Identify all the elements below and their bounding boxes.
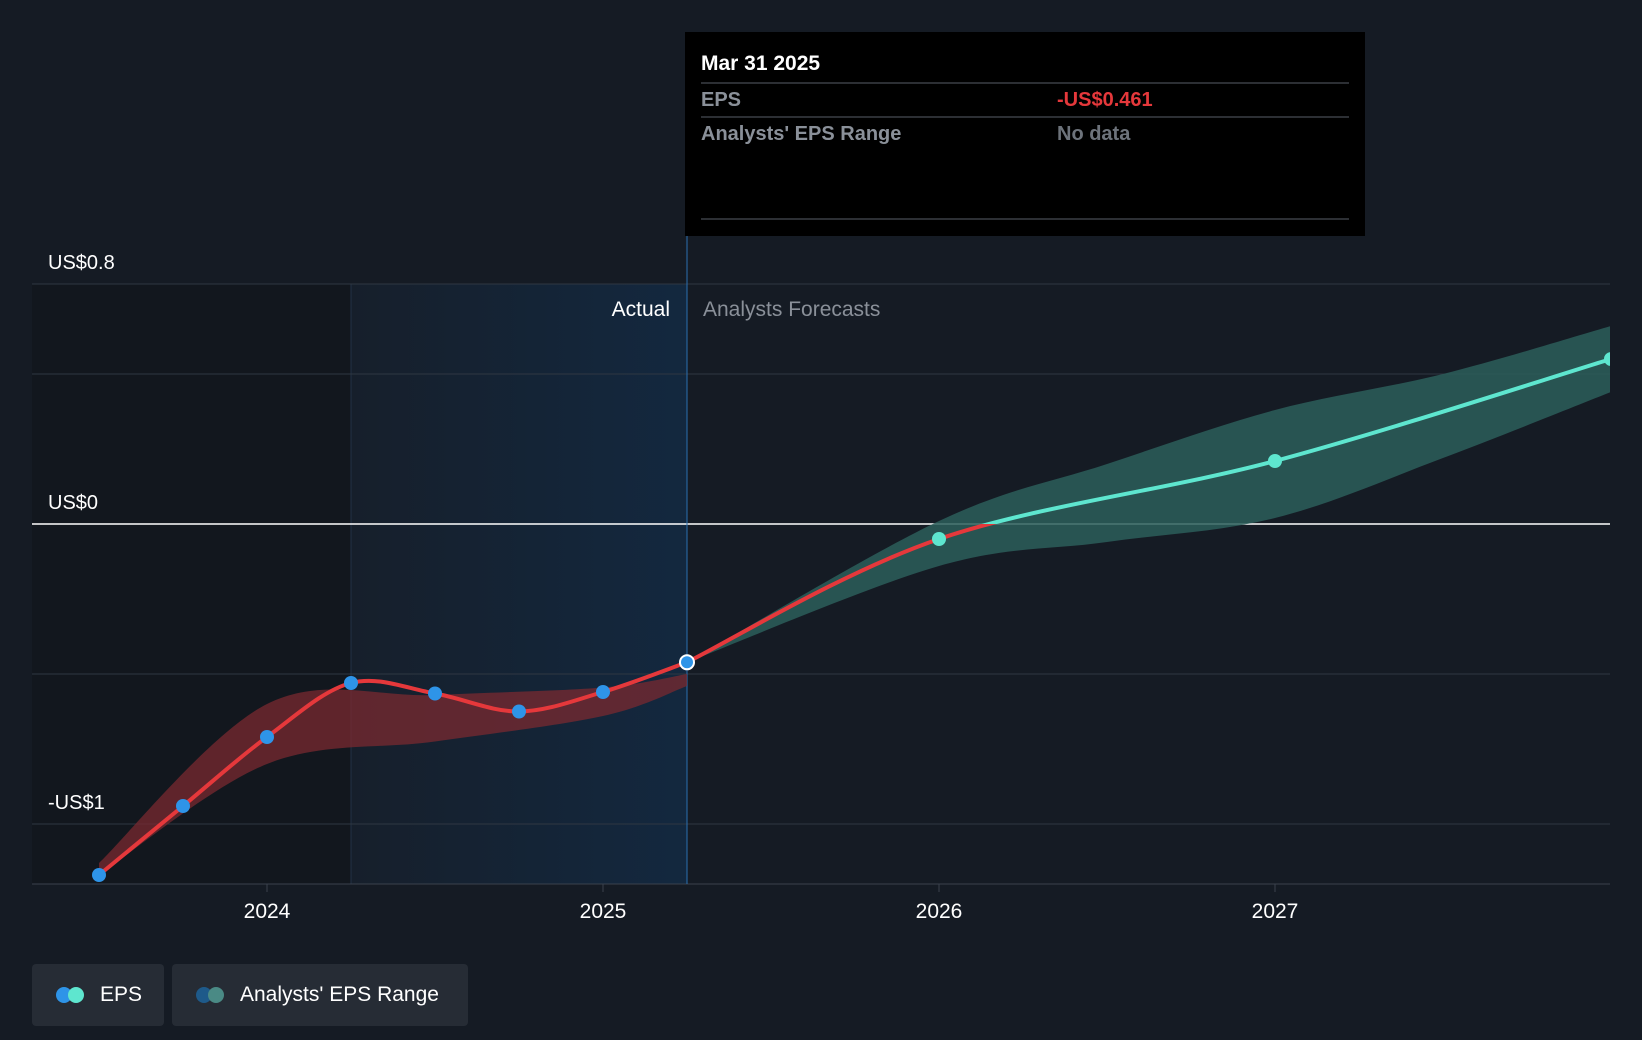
eps-legend-icon — [56, 987, 88, 1003]
y-tick-label: US$0 — [48, 492, 98, 514]
legend-eps-label: EPS — [100, 983, 143, 1006]
range-legend-icon — [196, 987, 228, 1003]
legend-eps[interactable]: EPS — [32, 964, 164, 1026]
tooltip-row-label: EPS — [701, 89, 741, 111]
eps-forecast-line-positive — [981, 357, 1610, 524]
eps-forecast-point — [1268, 454, 1282, 468]
eps-actual-point — [596, 685, 610, 699]
eps-actual-point — [260, 730, 274, 744]
tooltip-date: Mar 31 2025 — [701, 52, 820, 75]
actual-region-label: Actual — [612, 298, 670, 321]
tooltip-box — [685, 32, 1365, 236]
eps-forecast-point — [1604, 352, 1610, 366]
eps-actual-point — [679, 654, 695, 671]
eps-actual-point — [176, 799, 190, 813]
eps-actual-point — [92, 868, 106, 882]
x-tick-label: 2026 — [916, 900, 963, 923]
tooltip-row-label: Analysts' EPS Range — [701, 123, 901, 145]
eps-actual-point — [344, 676, 358, 690]
x-tick-label: 2025 — [580, 900, 627, 923]
eps-forecast-line-negative — [686, 524, 997, 665]
tooltip: Mar 31 2025 EPS -US$0.461 Analysts' EPS Ran… — [685, 32, 1365, 236]
actual-highlight-region — [351, 284, 687, 884]
eps-forecast-point — [932, 532, 946, 546]
y-tick-label: US$0.8 — [48, 252, 115, 274]
eps-actual-point — [512, 704, 526, 719]
analyst-range-band-past — [99, 674, 687, 875]
analyst-range-band-forecast — [687, 326, 1610, 663]
x-tick-label: 2024 — [244, 900, 291, 923]
tooltip-row-value: -US$0.461 — [1057, 89, 1153, 111]
legend-range-label: Analysts' EPS Range — [240, 983, 439, 1006]
plot-series — [92, 326, 1610, 882]
forecast-region-label: Analysts Forecasts — [703, 298, 880, 321]
legend-analysts-range[interactable]: Analysts' EPS Range — [172, 964, 468, 1026]
y-tick-label: -US$1 — [48, 792, 105, 814]
eps-actual-point — [428, 686, 442, 701]
x-tick-label: 2027 — [1252, 900, 1299, 923]
tooltip-row-value: No data — [1057, 123, 1131, 145]
